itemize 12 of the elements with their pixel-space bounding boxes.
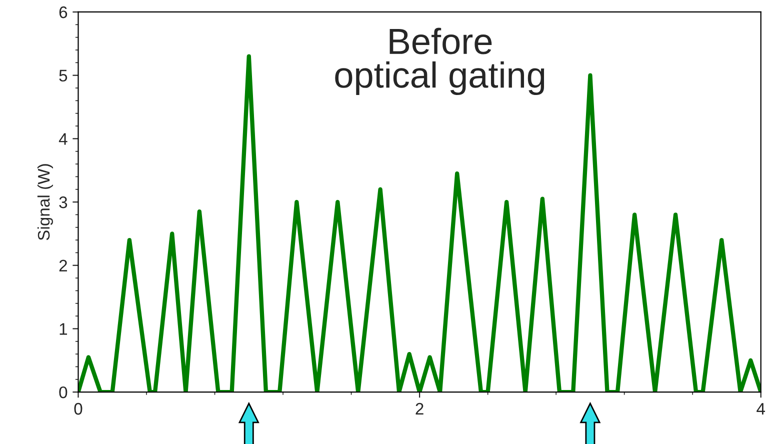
y-tick-label: 4 [58,133,68,145]
y-axis-title: Signal (W) [37,164,53,240]
y-tick-label: 0 [59,386,68,398]
y-tick-label: 2 [59,260,67,272]
x-tick-label: 4 [756,403,766,415]
x-tick-label: 2 [416,402,424,415]
y-tick-label: 1 [60,323,68,335]
y-tick-label: 6 [59,6,68,18]
y-tick-label: 3 [59,196,68,208]
annotation: Before optical gating [335,28,544,96]
x-tick-label: 0 [74,402,82,415]
y-tick-label: 5 [59,70,68,82]
